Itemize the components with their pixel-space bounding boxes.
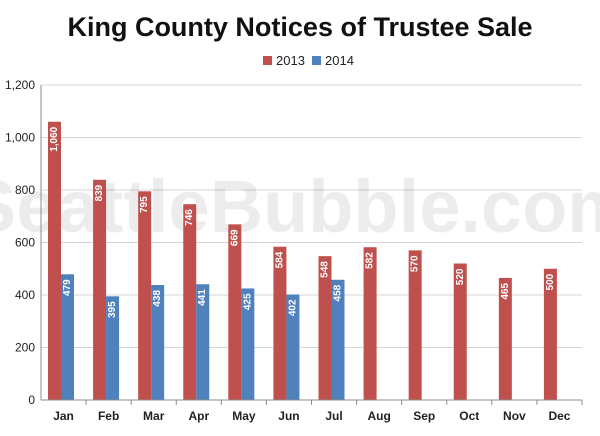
- data-label-2013-feb: 839: [94, 184, 105, 201]
- data-label-2014-jun: 402: [287, 299, 298, 316]
- chart-title: King County Notices of Trustee Sale: [67, 12, 532, 42]
- legend-swatch-2013: [263, 56, 272, 65]
- y-axis: 0 200 400 600 800 1,000 1,200: [5, 78, 42, 407]
- x-axis: Jan Feb Mar Apr May Jun Jul Aug Sep Oct Nov Dec: [41, 399, 583, 423]
- bar-2014-jan: [61, 274, 74, 400]
- data-label-2014-feb: 395: [107, 301, 118, 318]
- legend-swatch-2014: [312, 56, 321, 65]
- data-label-2014-apr: 441: [197, 289, 208, 306]
- bar-2014-jun: [286, 294, 300, 400]
- x-tick-label: Apr: [188, 409, 209, 423]
- bar-2013-sep: [408, 250, 422, 400]
- data-label-2013-sep: 570: [410, 255, 421, 272]
- bar-2014-jul: [331, 279, 345, 400]
- data-label-2013-dec: 500: [545, 273, 556, 290]
- bar-2013-dec: [543, 268, 557, 400]
- data-label-2013-jan: 1,060: [49, 126, 60, 151]
- legend-label-2013: 2013: [276, 53, 305, 68]
- y-tick-label: 1,200: [5, 78, 35, 92]
- data-label-2014-mar: 438: [152, 290, 163, 307]
- y-tick-label: 600: [15, 236, 35, 250]
- x-tick-label: Aug: [367, 409, 390, 423]
- data-label-2013-apr: 746: [184, 209, 195, 226]
- bar-2014-may: [241, 288, 255, 400]
- data-label-2013-oct: 520: [455, 268, 466, 285]
- watermark: SeattleBubble.com: [0, 165, 600, 248]
- bar-2013-oct: [453, 263, 467, 400]
- y-tick-label: 0: [28, 393, 35, 407]
- x-tick-label: Oct: [459, 409, 479, 423]
- bar-2014-apr: [196, 284, 210, 400]
- data-label-2013-may: 669: [229, 229, 240, 246]
- bar-2013-may: [228, 224, 242, 400]
- bar-2013-jan: [48, 121, 61, 400]
- x-tick-label: Sep: [413, 409, 435, 423]
- x-tick-label: Jan: [53, 409, 74, 423]
- data-label-2013-nov: 465: [500, 283, 511, 300]
- y-tick-label: 200: [15, 341, 35, 355]
- data-label-2013-mar: 795: [139, 196, 150, 213]
- bar-2013-jun: [273, 246, 287, 400]
- x-tick-label: Nov: [503, 409, 526, 423]
- gridlines: [41, 84, 582, 348]
- bar-2013-aug: [363, 247, 377, 400]
- data-labels: 1,060 479 839 395 795 438 746 441 669 425 584 402 54…: [49, 126, 556, 318]
- bar-2013-nov: [498, 277, 512, 400]
- y-tick-label: 400: [15, 288, 35, 302]
- data-label-2014-jul: 458: [333, 284, 344, 301]
- x-tick-label: Jun: [278, 409, 299, 423]
- y-tick-label: 800: [15, 183, 35, 197]
- data-label-2013-jul: 548: [320, 261, 331, 278]
- legend-label-2014: 2014: [325, 53, 354, 68]
- x-tick-label: Mar: [143, 409, 165, 423]
- data-label-2013-jun: 584: [274, 251, 285, 268]
- legend: 2013 2014: [263, 53, 354, 68]
- bars: [48, 121, 557, 400]
- bar-2013-feb: [93, 179, 107, 400]
- y-tick-label: 1,000: [5, 131, 35, 145]
- data-label-2014-may: 425: [242, 293, 253, 310]
- x-tick-label: May: [232, 409, 256, 423]
- bar-2014-mar: [151, 285, 165, 400]
- data-label-2014-jan: 479: [62, 279, 73, 296]
- data-label-2013-aug: 582: [365, 252, 376, 269]
- x-tick-label: Jul: [325, 409, 342, 423]
- bar-2013-mar: [138, 191, 152, 400]
- bar-2013-apr: [183, 204, 197, 400]
- bar-2013-jul: [318, 256, 332, 400]
- x-tick-label: Dec: [548, 409, 570, 423]
- x-tick-label: Feb: [98, 409, 119, 423]
- bar-2014-feb: [106, 296, 120, 400]
